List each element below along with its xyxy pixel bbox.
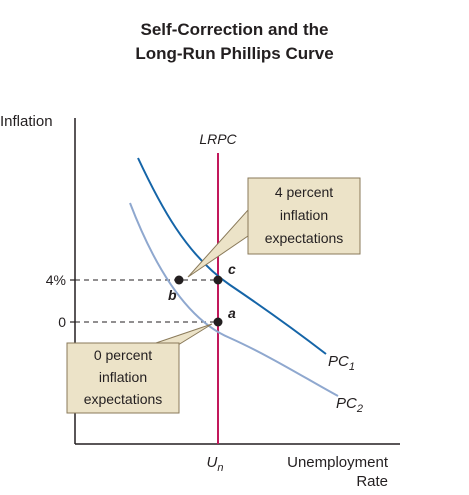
series-label-pc2: PC2 — [336, 395, 363, 415]
x-axis-label-line-1: Unemployment — [287, 454, 389, 471]
series-label-pc2-name: PC — [336, 395, 357, 412]
x-tick-label-subscript: n — [217, 462, 223, 474]
callout-4-line-3: expectations — [265, 230, 344, 246]
series-label-pc1-subscript: 1 — [349, 361, 355, 373]
point-label-b: b — [168, 287, 177, 303]
callout-box-4-percent — [247, 177, 361, 255]
series-label-pc1-name: PC — [328, 353, 349, 370]
point-c — [213, 275, 223, 285]
chart-title-line-1: Self-Correction and the — [140, 20, 329, 39]
callout-4-line-1: 4 percent — [275, 184, 333, 200]
point-label-c: c — [228, 261, 236, 277]
series-line-pc1 — [137, 157, 327, 355]
series-label-pc2-subscript: 2 — [356, 403, 363, 415]
point-b — [174, 275, 184, 285]
x-axis-label-line-2: Rate — [356, 473, 388, 490]
callout-0-line-2: inflation — [99, 369, 147, 385]
chart-title-line-2: Long-Run Phillips Curve — [135, 44, 334, 63]
series-line-pc2 — [129, 202, 339, 397]
lrpc-label: LRPC — [199, 131, 237, 147]
callout-0-line-1: 0 percent — [94, 347, 152, 363]
point-label-a: a — [228, 305, 236, 321]
point-a — [213, 317, 223, 327]
y-axis-label: Inflation — [0, 113, 53, 130]
y-tick-label-4: 4% — [46, 272, 66, 288]
series-label-pc1: PC1 — [328, 353, 355, 373]
y-tick-label-0: 0 — [58, 314, 66, 330]
x-tick-label-un: Un — [207, 454, 224, 474]
x-tick-label-main: U — [207, 454, 218, 471]
callout-4-line-2: inflation — [280, 207, 328, 223]
callout-pointer-0-percent — [149, 323, 213, 346]
callout-box-0-percent — [66, 342, 180, 414]
callout-0-line-3: expectations — [84, 391, 163, 407]
